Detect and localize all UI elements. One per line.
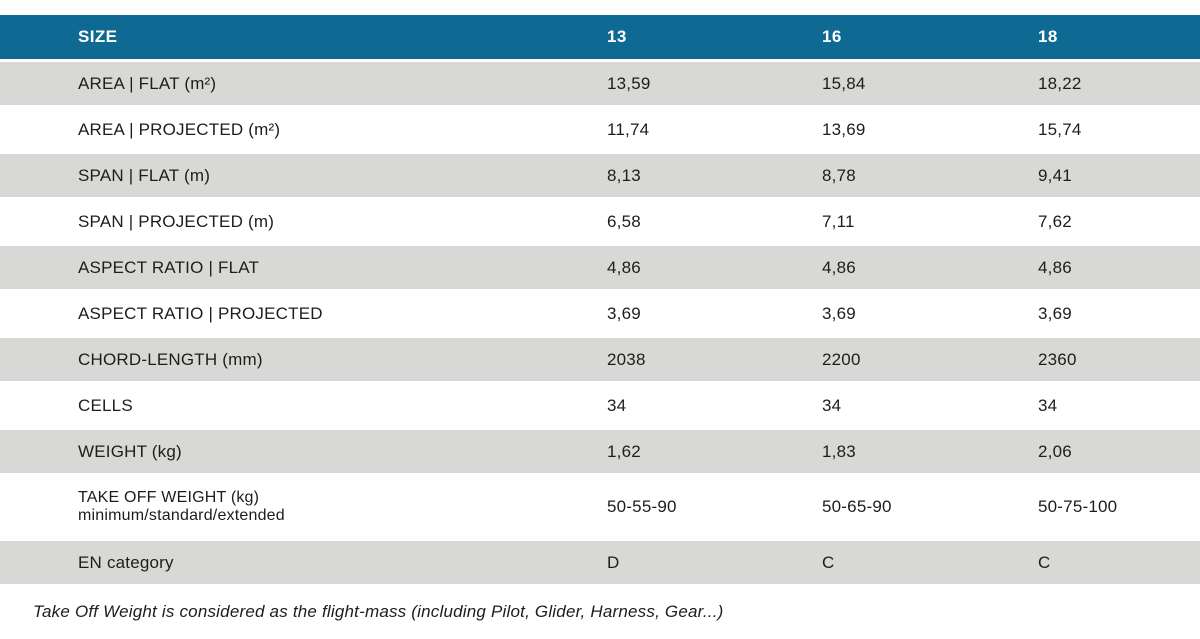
table-row: CHORD-LENGTH (mm) 2038 2200 2360	[0, 338, 1200, 381]
table-row: AREA | FLAT (m²) 13,59 15,84 18,22	[0, 62, 1200, 105]
row-label: WEIGHT (kg)	[0, 430, 607, 473]
value-cell: 3,69	[822, 292, 1038, 335]
value-cell: 8,13	[607, 154, 822, 197]
value-cell: 15,84	[822, 62, 1038, 105]
value-cell: C	[822, 541, 1038, 584]
value-cell: 4,86	[822, 246, 1038, 289]
table-row: ASPECT RATIO | PROJECTED 3,69 3,69 3,69	[0, 292, 1200, 335]
table-row: TAKE OFF WEIGHT (kg) minimum/standard/ext…	[0, 476, 1200, 538]
value-cell: 50-65-90	[822, 476, 1038, 538]
value-cell: 3,69	[1038, 292, 1200, 335]
table-row: EN category D C C	[0, 541, 1200, 584]
table-row: ASPECT RATIO | FLAT 4,86 4,86 4,86	[0, 246, 1200, 289]
row-label: CELLS	[0, 384, 607, 427]
column-header-size-18: 18	[1038, 15, 1200, 59]
row-label: SPAN | FLAT (m)	[0, 154, 607, 197]
table-row: SPAN | PROJECTED (m) 6,58 7,11 7,62	[0, 200, 1200, 243]
value-cell: 1,83	[822, 430, 1038, 473]
value-cell: 2360	[1038, 338, 1200, 381]
table-row: WEIGHT (kg) 1,62 1,83 2,06	[0, 430, 1200, 473]
value-cell: 15,74	[1038, 108, 1200, 151]
take-off-weight-footnote: Take Off Weight is considered as the fli…	[33, 602, 724, 621]
value-cell: 11,74	[607, 108, 822, 151]
value-cell: 34	[607, 384, 822, 427]
column-header-size: SIZE	[0, 15, 607, 59]
value-cell: 13,69	[822, 108, 1038, 151]
table-row: AREA | PROJECTED (m²) 11,74 13,69 15,74	[0, 108, 1200, 151]
value-cell: 34	[822, 384, 1038, 427]
column-header-size-16: 16	[822, 15, 1038, 59]
row-label: AREA | FLAT (m²)	[0, 62, 607, 105]
value-cell: 1,62	[607, 430, 822, 473]
table-row: SPAN | FLAT (m) 8,13 8,78 9,41	[0, 154, 1200, 197]
value-cell: 6,58	[607, 200, 822, 243]
value-cell: 4,86	[1038, 246, 1200, 289]
row-label-line1: TAKE OFF WEIGHT (kg)	[78, 489, 260, 506]
header-row: SIZE 13 16 18	[0, 15, 1200, 59]
table-row: CELLS 34 34 34	[0, 384, 1200, 427]
value-cell: D	[607, 541, 822, 584]
row-label: ASPECT RATIO | FLAT	[0, 246, 607, 289]
value-cell: 2038	[607, 338, 822, 381]
table-body: AREA | FLAT (m²) 13,59 15,84 18,22 AREA | PR…	[0, 62, 1200, 584]
value-cell: 9,41	[1038, 154, 1200, 197]
row-label: SPAN | PROJECTED (m)	[0, 200, 607, 243]
table-header: SIZE 13 16 18	[0, 15, 1200, 59]
value-cell: 7,11	[822, 200, 1038, 243]
column-header-size-13: 13	[607, 15, 822, 59]
value-cell: 7,62	[1038, 200, 1200, 243]
value-cell: 4,86	[607, 246, 822, 289]
row-label: CHORD-LENGTH (mm)	[0, 338, 607, 381]
value-cell: 2,06	[1038, 430, 1200, 473]
row-label: ASPECT RATIO | PROJECTED	[0, 292, 607, 335]
value-cell: 50-55-90	[607, 476, 822, 538]
value-cell: 3,69	[607, 292, 822, 335]
value-cell: C	[1038, 541, 1200, 584]
value-cell: 2200	[822, 338, 1038, 381]
value-cell: 8,78	[822, 154, 1038, 197]
value-cell: 13,59	[607, 62, 822, 105]
value-cell: 50-75-100	[1038, 476, 1200, 538]
value-cell: 34	[1038, 384, 1200, 427]
glider-spec-table: SIZE 13 16 18 AREA | FLAT (m²) 13,59 15,84 18…	[0, 12, 1200, 587]
row-label: TAKE OFF WEIGHT (kg) minimum/standard/ext…	[0, 476, 607, 538]
value-cell: 18,22	[1038, 62, 1200, 105]
row-label: EN category	[0, 541, 607, 584]
row-label-line2: minimum/standard/extended	[78, 507, 285, 524]
row-label: AREA | PROJECTED (m²)	[0, 108, 607, 151]
